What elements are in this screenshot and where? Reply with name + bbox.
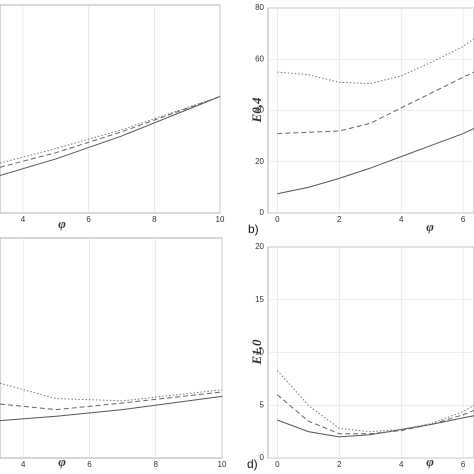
series-line	[0, 96, 221, 164]
series-line	[0, 382, 223, 402]
series-line	[277, 71, 474, 135]
x-axis-label: φ	[426, 219, 434, 234]
x-tick-label: 2	[337, 215, 342, 224]
x-tick-label: 6	[461, 215, 466, 224]
series-line	[0, 395, 223, 422]
series-line	[277, 38, 474, 85]
series-line	[276, 370, 474, 433]
y-tick-label: 15	[255, 295, 264, 304]
y-tick-label: 20	[255, 242, 264, 251]
x-axis-label: φ	[426, 454, 434, 469]
x-tick-label: 0	[275, 215, 280, 224]
y-tick-label: 20	[255, 157, 264, 166]
x-axis-label: φ	[58, 454, 66, 469]
x-tick-label: 4	[399, 215, 404, 224]
plot-frame	[0, 237, 223, 459]
x-tick-label: 8	[154, 460, 159, 469]
y-tick-label: 60	[255, 54, 264, 63]
x-tick-label: 8	[152, 215, 157, 224]
series-line	[0, 96, 221, 168]
x-tick-label: 10	[218, 460, 227, 469]
x-tick-label: 2	[337, 460, 342, 469]
y-tick-label: 10	[255, 348, 264, 357]
x-tick-label: 0	[275, 460, 280, 469]
series-line	[276, 394, 474, 435]
x-tick-label: 4	[399, 460, 404, 469]
x-tick-label: 4	[21, 460, 26, 469]
x-tick-label: 4	[21, 215, 26, 224]
series-line	[277, 415, 474, 438]
plot-frame	[0, 4, 221, 214]
series-line	[0, 96, 221, 177]
y-tick-label: 40	[255, 106, 264, 115]
panel-label: d)	[247, 457, 258, 471]
series-line	[0, 391, 223, 411]
x-tick-label: 10	[216, 215, 225, 224]
y-tick-label: 0	[260, 453, 265, 462]
x-axis-label: φ	[58, 216, 66, 231]
series-line	[277, 127, 474, 195]
x-tick-label: 6	[86, 215, 91, 224]
x-tick-label: 6	[87, 460, 92, 469]
y-axis-label: E0,4	[249, 97, 264, 123]
y-axis-label: E1,0	[249, 339, 264, 365]
y-tick-label: 5	[260, 400, 265, 409]
y-tick-label: 80	[255, 3, 264, 12]
x-tick-label: 6	[461, 460, 466, 469]
y-tick-label: 0	[260, 208, 265, 217]
panel-label: b)	[248, 222, 259, 236]
